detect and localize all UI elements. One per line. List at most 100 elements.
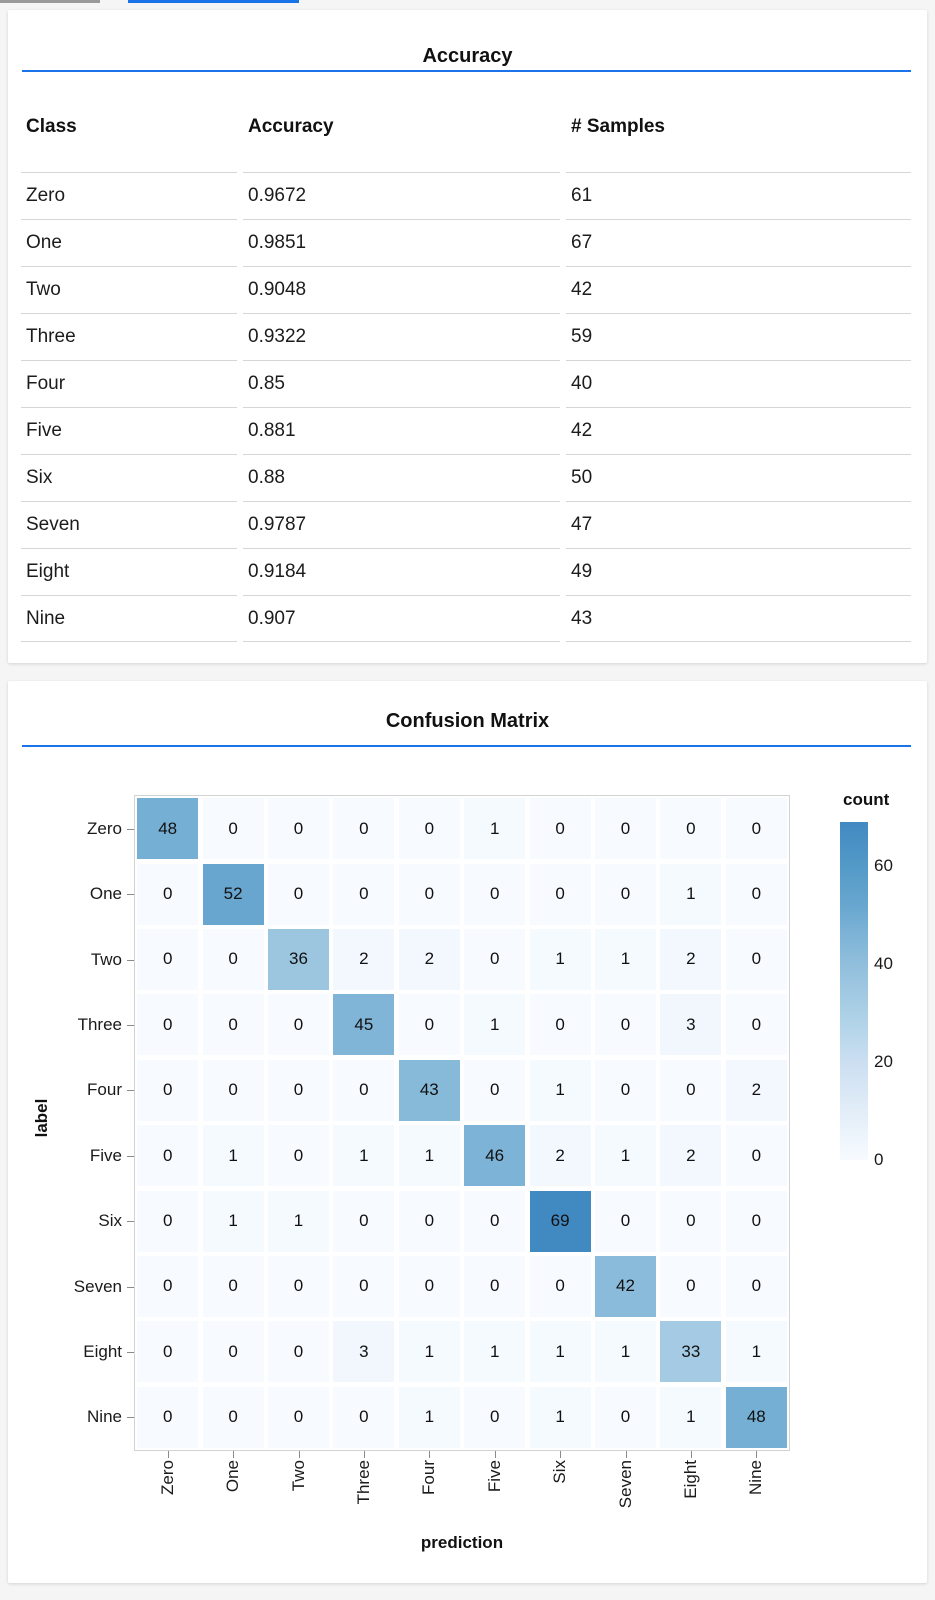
heatmap-cell: 0	[266, 796, 331, 861]
heatmap-cell-value: 48	[137, 798, 199, 860]
heatmap-cell: 0	[527, 1254, 592, 1319]
heatmap-cell: 0	[200, 1058, 265, 1123]
heatmap-cell: 0	[658, 1058, 723, 1123]
heatmap-cell: 48	[724, 1385, 789, 1450]
heatmap-cell-value: 0	[267, 1386, 329, 1448]
x-axis-tick	[690, 1451, 692, 1458]
heatmap-cell-value: 0	[464, 1190, 526, 1252]
heatmap-cell-value: 0	[267, 994, 329, 1056]
y-axis-tick-label: Three	[77, 1014, 122, 1034]
heatmap-cell-value: 0	[137, 1255, 199, 1317]
y-axis-tick	[127, 894, 134, 896]
heatmap-cell-value: 0	[725, 863, 787, 925]
heatmap-cell: 43	[397, 1058, 462, 1123]
heatmap-cell-value: 1	[333, 1125, 395, 1187]
tab-indicator-active[interactable]	[128, 0, 299, 3]
heatmap-cell: 0	[200, 992, 265, 1057]
heatmap-cell: 36	[266, 927, 331, 992]
heatmap-cell: 0	[462, 861, 527, 926]
heatmap-cell-value: 0	[660, 1190, 722, 1252]
accuracy-card-title: Accuracy	[422, 45, 513, 67]
x-axis-tick-label: Six	[550, 1460, 570, 1484]
heatmap-cell: 1	[200, 1123, 265, 1188]
heatmap-cell-value: 1	[529, 1059, 591, 1121]
heatmap-cell-value: 0	[137, 1125, 199, 1187]
accuracy-table-cell: 59	[566, 313, 911, 360]
heatmap-cell-value: 0	[594, 863, 656, 925]
accuracy-table-cell: 0.907	[243, 595, 560, 642]
count-legend-gradient	[840, 822, 868, 1160]
heatmap-cell-value: 0	[725, 798, 787, 860]
heatmap-cell: 0	[724, 1123, 789, 1188]
y-axis-tick	[127, 1351, 134, 1353]
heatmap-cell: 1	[462, 992, 527, 1057]
heatmap-cell: 0	[462, 1254, 527, 1319]
heatmap-cell: 0	[593, 796, 658, 861]
heatmap-cell-value: 1	[398, 1386, 460, 1448]
heatmap-cell: 0	[135, 1319, 200, 1384]
heatmap-cell: 0	[527, 992, 592, 1057]
heatmap-cell: 0	[200, 796, 265, 861]
accuracy-table-cell: 0.9851	[243, 219, 560, 266]
x-axis-tick	[560, 1451, 562, 1458]
heatmap-cell: 0	[200, 1319, 265, 1384]
heatmap-cell: 0	[593, 1058, 658, 1123]
x-axis-tick	[429, 1451, 431, 1458]
heatmap-cell: 0	[724, 861, 789, 926]
y-axis-tick	[127, 1024, 134, 1026]
heatmap-cell-value: 0	[398, 1190, 460, 1252]
heatmap-cell-value: 0	[529, 994, 591, 1056]
accuracy-table-cell: 67	[566, 219, 911, 266]
x-axis-title: prediction	[420, 1533, 504, 1552]
heatmap-cell: 0	[135, 1385, 200, 1450]
tab-indicator-inactive[interactable]	[0, 0, 100, 3]
confusion-title-rule	[22, 745, 911, 747]
heatmap-cell: 0	[527, 861, 592, 926]
accuracy-table-cell: 47	[566, 501, 911, 548]
heatmap-cell-value: 0	[529, 798, 591, 860]
heatmap-cell-value: 0	[267, 1255, 329, 1317]
heatmap-cell-value: 1	[594, 928, 656, 990]
heatmap-cell-value: 0	[333, 1386, 395, 1448]
x-axis-tick	[298, 1451, 300, 1458]
heatmap-cell-value: 0	[267, 798, 329, 860]
accuracy-table-cell: 0.9787	[243, 501, 560, 548]
accuracy-table-cell: 0.85	[243, 360, 560, 407]
heatmap-cell-value: 0	[398, 1255, 460, 1317]
heatmap-cell: 1	[658, 1385, 723, 1450]
heatmap-cell: 1	[527, 927, 592, 992]
x-axis-tick-label: Five	[484, 1460, 504, 1493]
heatmap-cell: 1	[593, 1123, 658, 1188]
heatmap-cell-value: 45	[333, 994, 395, 1056]
heatmap-cell-value: 0	[202, 994, 264, 1056]
x-axis-tick-label: Zero	[157, 1460, 177, 1495]
x-axis-tick-label: Seven	[615, 1460, 635, 1509]
heatmap-cell: 0	[724, 1254, 789, 1319]
heatmap-cell-value: 43	[398, 1059, 460, 1121]
heatmap-cell: 33	[658, 1319, 723, 1384]
legend-tick-label: 0	[874, 1150, 884, 1169]
heatmap-cell: 0	[724, 992, 789, 1057]
heatmap-cell-value: 48	[725, 1386, 787, 1448]
heatmap-cell-value: 2	[660, 928, 722, 990]
y-axis-tick	[127, 1417, 134, 1419]
accuracy-table-cell: Eight	[21, 548, 237, 595]
heatmap-cell-value: 2	[660, 1125, 722, 1187]
accuracy-table-cell: 0.9672	[243, 172, 560, 219]
y-axis-tick-label: Two	[90, 949, 122, 969]
heatmap-cell-value: 0	[137, 863, 199, 925]
heatmap-cell-value: 0	[333, 1255, 395, 1317]
heatmap-cell-value: 0	[267, 863, 329, 925]
accuracy-table-cell: 42	[566, 266, 911, 313]
heatmap-cell: 0	[331, 1254, 396, 1319]
heatmap-cell-value: 0	[594, 994, 656, 1056]
accuracy-table-cell: 50	[566, 454, 911, 501]
heatmap-cell: 0	[331, 1385, 396, 1450]
heatmap-cell-value: 0	[398, 863, 460, 925]
heatmap-cell-value: 0	[137, 1386, 199, 1448]
accuracy-table-cell: Nine	[21, 595, 237, 642]
heatmap-cell: 0	[266, 992, 331, 1057]
heatmap-cell-value: 0	[660, 798, 722, 860]
legend-tick-label: 60	[874, 856, 893, 876]
